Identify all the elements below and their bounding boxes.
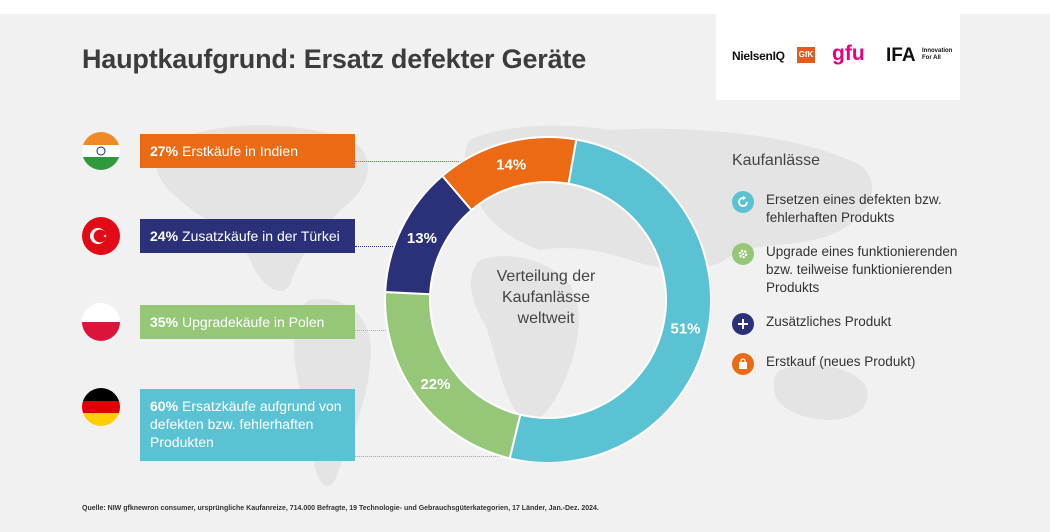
germany-flag-icon bbox=[82, 388, 120, 426]
ifa-tagline: Innovation For All bbox=[922, 48, 953, 61]
callout-poland-text: Upgradekäufe in Polen bbox=[182, 314, 325, 330]
logo-box: NielsenIQ GfK gfu IFA Innovation For All bbox=[716, 14, 960, 100]
top-bar bbox=[0, 0, 1050, 14]
page-title: Hauptkaufgrund: Ersatz defekter Geräte bbox=[82, 44, 587, 74]
poland-flag-icon bbox=[82, 303, 120, 341]
callout-india-pct: 27% bbox=[150, 143, 179, 159]
india-flag-icon bbox=[82, 132, 120, 170]
callout-turkey-text: Zusatzkäufe in der Türkei bbox=[182, 228, 340, 244]
turkey-flag-icon bbox=[82, 217, 120, 255]
callout-turkey-pct: 24% bbox=[150, 228, 179, 244]
slice-first-purchase bbox=[440, 136, 578, 212]
callout-poland: 35% Upgradekäufe in Polen bbox=[140, 305, 355, 339]
label-first-purchase: 14% bbox=[496, 156, 526, 173]
callout-germany: 60% Ersatzkäufe aufgrund von defekten bzw… bbox=[140, 389, 355, 461]
donut-chart: 51% 22% 13% 14% bbox=[384, 136, 710, 462]
plus-icon bbox=[732, 313, 754, 335]
legend-item-first-purchase: Erstkauf (neues Produkt) bbox=[732, 353, 966, 375]
label-upgrade: 22% bbox=[420, 376, 450, 393]
callout-india: 27% Erstkäufe in Indien bbox=[140, 134, 355, 168]
callout-turkey: 24% Zusatzkäufe in der Türkei bbox=[140, 219, 355, 253]
legend-item-additional: Zusätzliches Produkt bbox=[732, 313, 966, 335]
gfk-logo: GfK bbox=[797, 47, 815, 63]
legend-item-replacement: Ersetzen eines defekten bzw. fehlerhafte… bbox=[732, 191, 966, 227]
label-replacement: 51% bbox=[671, 321, 701, 338]
callout-india-text: Erstkäufe in Indien bbox=[182, 143, 298, 159]
callout-germany-text: Ersatzkäufe aufgrund von defekten bzw. f… bbox=[150, 398, 342, 450]
legend-title: Kaufanlässe bbox=[732, 152, 821, 169]
donut-center-text: Verteilung der Kaufanlässe weltweit bbox=[496, 268, 596, 327]
shopping-bag-icon bbox=[732, 353, 754, 375]
gfu-logo: gfu bbox=[832, 42, 865, 65]
source-note: Quelle: NIW gfknewron consumer, ursprüng… bbox=[82, 505, 599, 512]
leader-line-germany bbox=[355, 456, 520, 457]
callout-germany-pct: 60% bbox=[150, 398, 179, 414]
leader-line-turkey bbox=[355, 246, 395, 247]
slice-replacement bbox=[508, 138, 710, 462]
callout-poland-pct: 35% bbox=[150, 314, 179, 330]
legend-item-upgrade: Upgrade eines funktionierenden bzw. teil… bbox=[732, 243, 966, 297]
leader-line-india bbox=[355, 161, 465, 162]
ifa-logo: IFA bbox=[886, 45, 916, 66]
label-additional: 13% bbox=[407, 230, 437, 247]
leader-line-poland bbox=[355, 330, 390, 331]
nielseniq-logo: NielsenIQ bbox=[732, 49, 785, 63]
refresh-icon bbox=[732, 191, 754, 213]
gear-icon bbox=[732, 243, 754, 265]
